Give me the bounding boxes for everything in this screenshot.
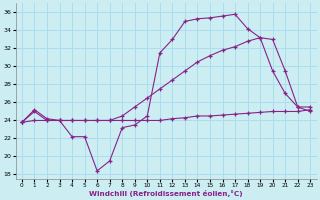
- X-axis label: Windchill (Refroidissement éolien,°C): Windchill (Refroidissement éolien,°C): [89, 190, 243, 197]
